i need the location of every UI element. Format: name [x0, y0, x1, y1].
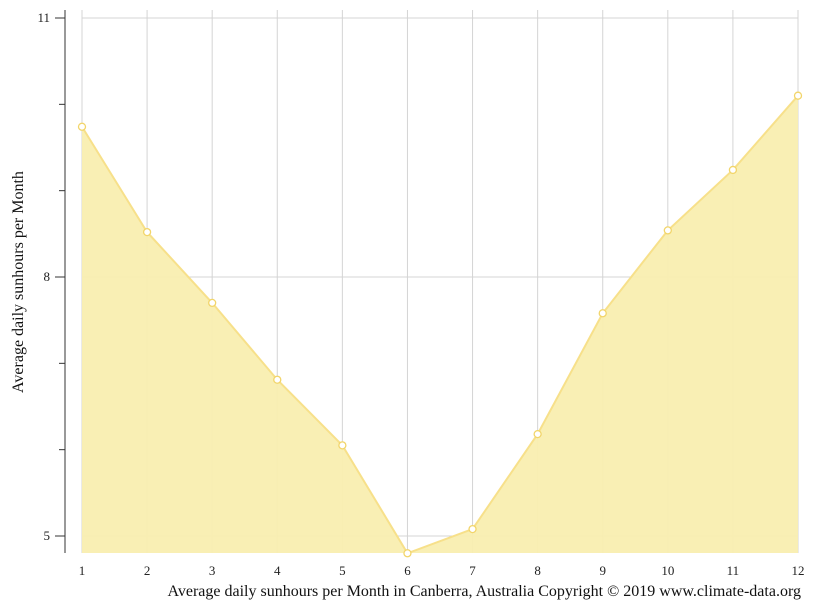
- x-tick-label: 6: [404, 563, 411, 578]
- axes: [55, 10, 66, 553]
- data-point: [208, 298, 217, 308]
- data-point: [403, 549, 412, 558]
- y-axis-label: Average daily sunhours per Month: [10, 171, 27, 393]
- data-point: [598, 309, 607, 318]
- area-fill: [82, 95, 798, 554]
- data-point: [663, 226, 672, 235]
- data-point: [273, 375, 282, 384]
- y-tick-label: 8: [44, 269, 51, 284]
- data-points: [77, 91, 803, 558]
- data-point: [793, 91, 803, 100]
- y-tick-labels: 5 8 11: [37, 10, 50, 543]
- y-tick-label: 11: [37, 10, 50, 25]
- data-point: [77, 122, 87, 131]
- x-tick-label: 8: [534, 563, 541, 578]
- x-tick-label: 1: [79, 563, 86, 578]
- x-tick-label: 2: [144, 563, 151, 578]
- y-tick-label: 5: [44, 528, 51, 543]
- data-point: [533, 429, 542, 439]
- x-tick-label: 7: [469, 563, 476, 578]
- series-line: [81, 95, 799, 555]
- x-tick-labels: 1 2 3 4 5 6 7 8 9 10 11 12: [79, 563, 805, 578]
- chart-caption: Average daily sunhours per Month in Canb…: [167, 583, 802, 600]
- data-point: [338, 441, 347, 450]
- data-point: [728, 165, 738, 175]
- x-tick-label: 4: [274, 563, 281, 578]
- x-tick-label: 3: [209, 563, 216, 578]
- x-tick-label: 12: [792, 563, 805, 578]
- data-point: [142, 227, 152, 237]
- data-point: [468, 524, 477, 534]
- x-tick-label: 10: [661, 563, 674, 578]
- x-tick-label: 9: [599, 563, 606, 578]
- x-tick-label: 11: [727, 563, 740, 578]
- x-tick-label: 5: [339, 563, 346, 578]
